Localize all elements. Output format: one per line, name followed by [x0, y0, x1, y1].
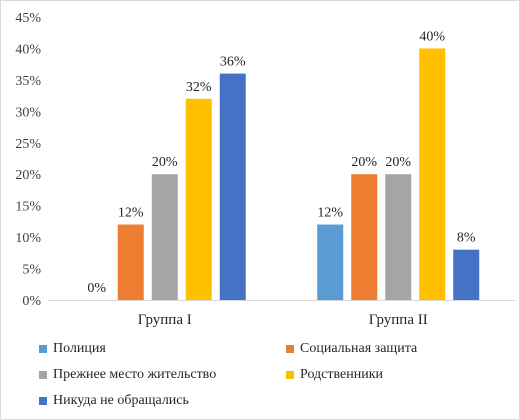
y-tick-label: 20% [15, 168, 41, 183]
legend-swatch [39, 397, 47, 405]
legend-item: Родственники [286, 367, 383, 383]
data-label: 40% [419, 29, 445, 44]
y-tick-label: 30% [15, 105, 41, 120]
y-tick-label: 35% [15, 74, 41, 89]
legend-item: Социальная защита [286, 341, 417, 357]
bar [185, 98, 212, 300]
legend-label: Прежнее место жительство [53, 367, 217, 382]
chart-legend: Полиция Социальная защита Прежнее место жи… [1, 335, 519, 415]
bar [419, 48, 446, 300]
legend-swatch [286, 371, 294, 379]
y-tick-label: 0% [22, 294, 41, 309]
legend-item: Прежнее место жительство [39, 367, 216, 383]
y-tick-label: 45% [15, 11, 41, 26]
data-label: 12% [317, 206, 343, 221]
legend-label: Полиция [53, 341, 106, 356]
legend-swatch [39, 371, 47, 379]
bar [151, 174, 178, 300]
legend-item: Полиция [39, 341, 106, 357]
legend-swatch [39, 345, 47, 353]
legend-label: Никуда не обращались [53, 393, 189, 408]
data-label: 32% [186, 80, 212, 95]
y-tick-label: 10% [15, 231, 41, 246]
bar [351, 174, 378, 300]
y-tick-label: 25% [15, 137, 41, 152]
bar [317, 224, 344, 300]
bar [117, 224, 144, 300]
data-label: 12% [118, 206, 144, 221]
legend-label: Родственники [300, 367, 384, 382]
y-tick-label: 40% [15, 42, 41, 57]
data-label: 20% [351, 155, 377, 170]
legend-item: Никуда не обращались [39, 393, 189, 409]
legend-swatch [286, 345, 294, 353]
bar [453, 249, 480, 300]
bar [219, 73, 246, 300]
data-label: 20% [152, 155, 178, 170]
data-label: 20% [385, 155, 411, 170]
legend-label: Социальная защита [300, 341, 418, 356]
bar [385, 174, 412, 300]
category-label: Группа II [369, 312, 428, 328]
data-label: 0% [87, 281, 106, 296]
y-tick-label: 15% [15, 200, 41, 215]
chart-plot: 0% 5% 10% 15% 20% 25% 30% 35% 40% 45% 0% 12% 20% 32% 3… [15, 11, 515, 328]
category-label: Группа I [138, 312, 192, 328]
y-tick-label: 5% [22, 263, 41, 278]
data-label: 8% [457, 231, 476, 246]
data-label: 36% [220, 55, 246, 70]
